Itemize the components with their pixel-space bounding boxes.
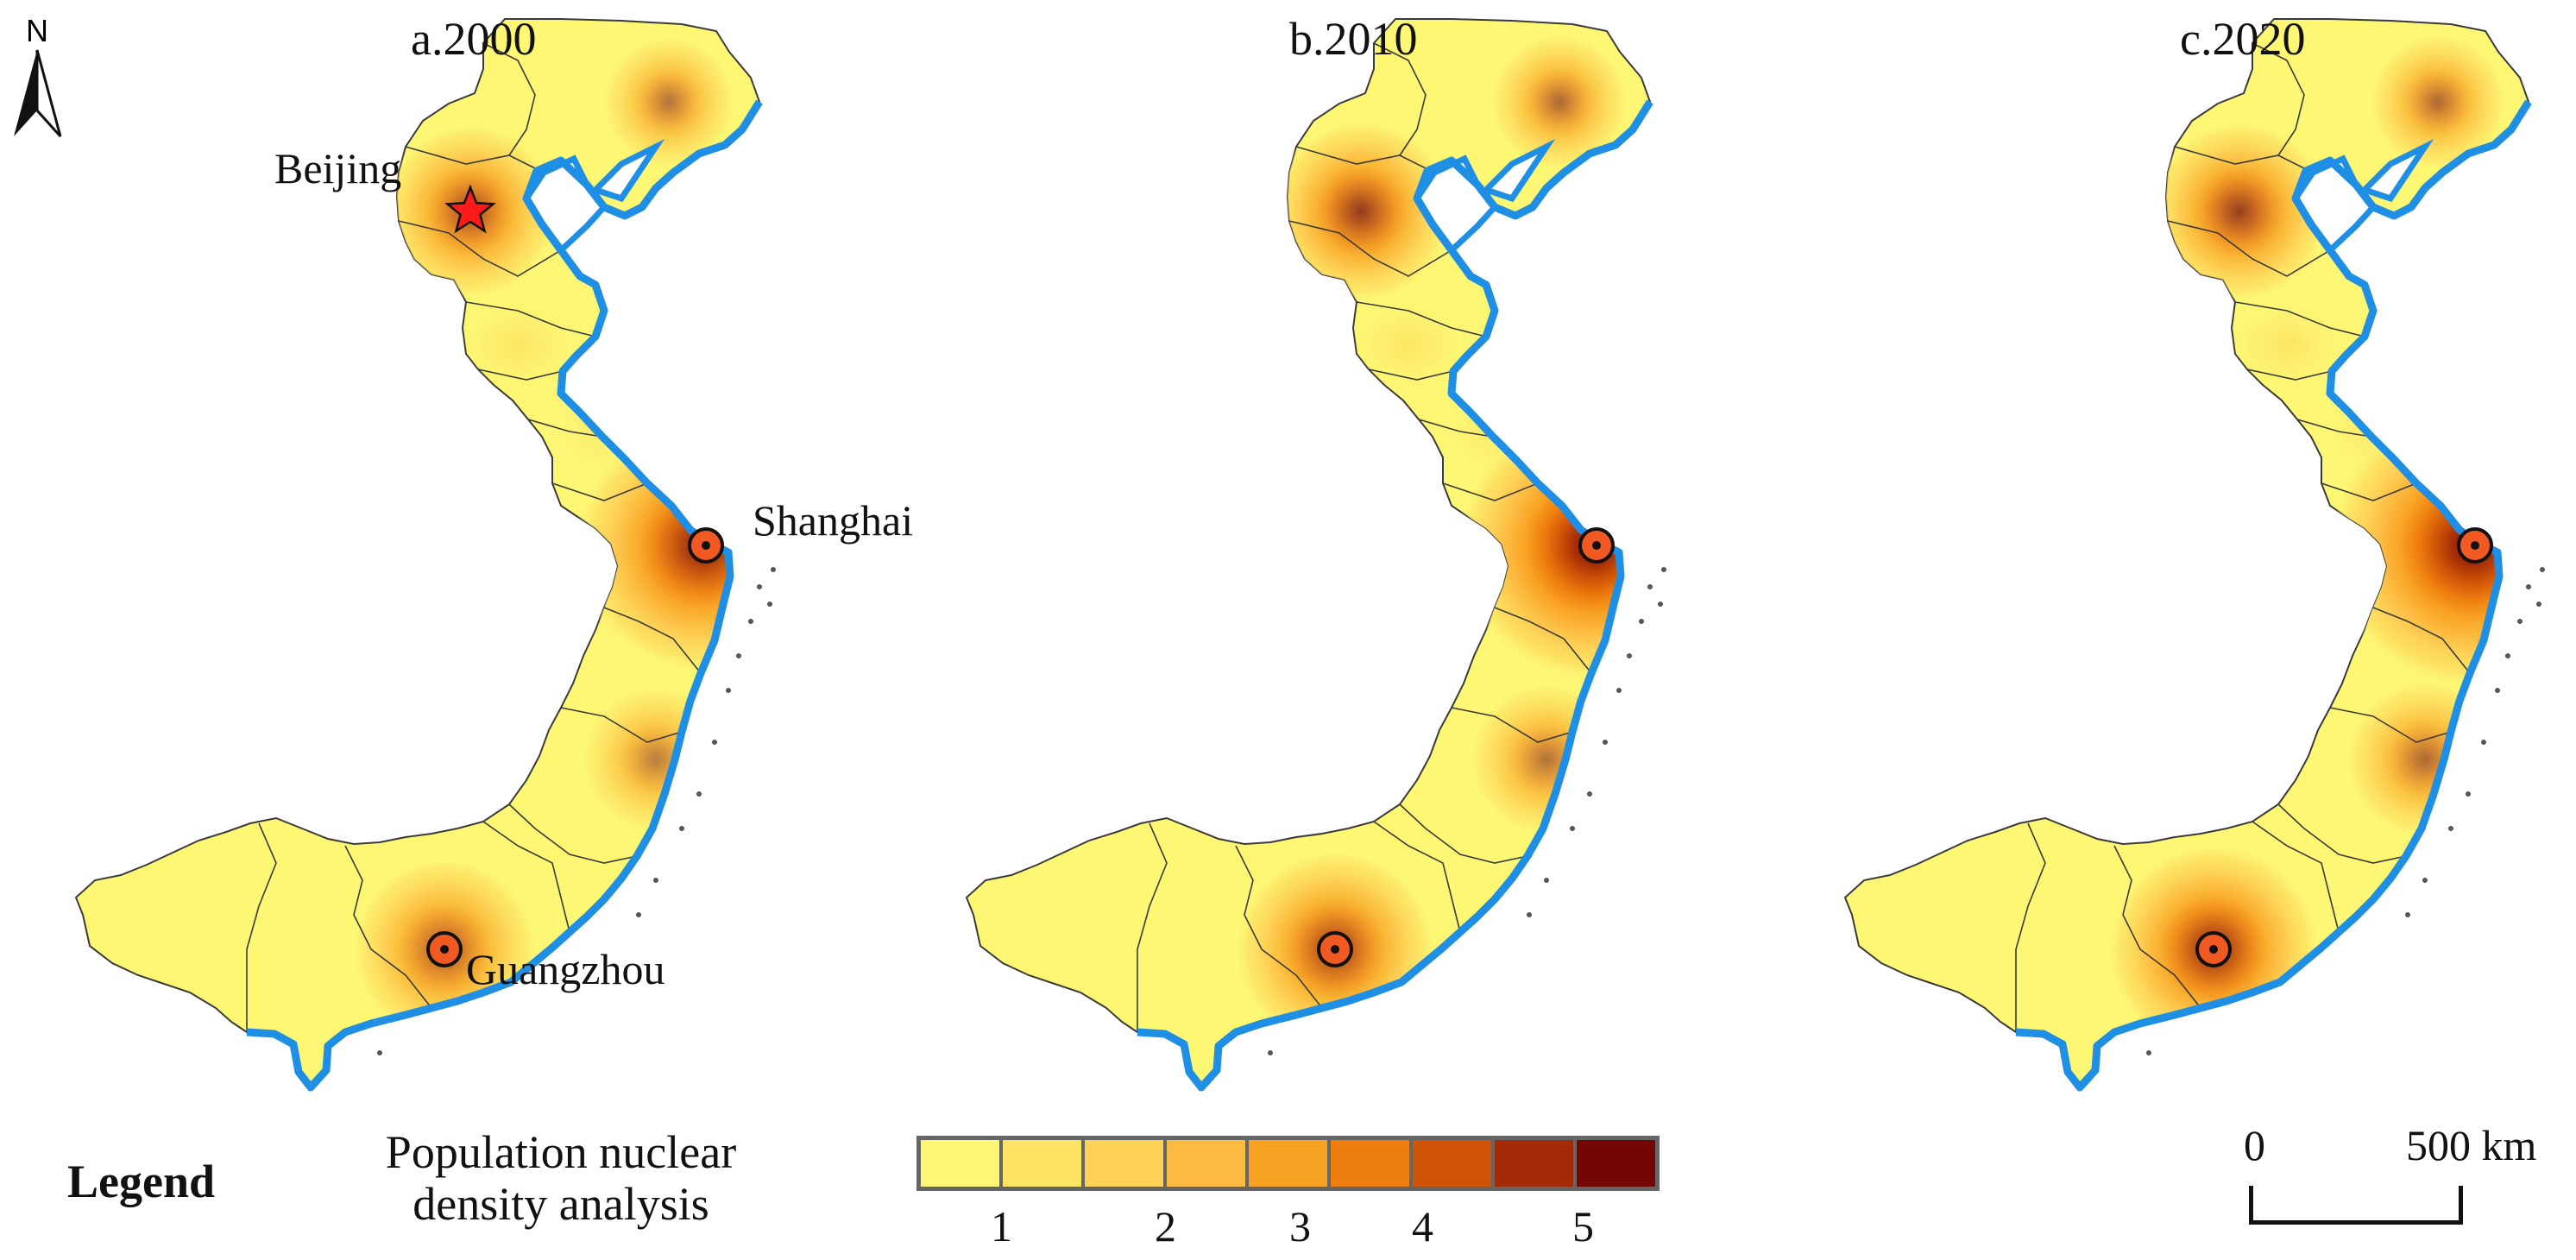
shanghai-marker-icon bbox=[688, 527, 724, 564]
scale-end-label: 500 km bbox=[2406, 1121, 2537, 1169]
legend-tick-3: 3 bbox=[1289, 1202, 1311, 1251]
map-panel-2020: c.2020 bbox=[1769, 0, 2576, 1122]
legend-title: Legend bbox=[67, 1156, 216, 1207]
legend-class-5 bbox=[1249, 1140, 1327, 1187]
scale-bar: 0 500 km bbox=[2244, 1120, 2554, 1241]
map-panel-2010: b.2010 bbox=[891, 0, 1754, 1122]
coastline bbox=[1137, 99, 1653, 1092]
panel-title: c.2020 bbox=[2180, 13, 2306, 65]
density-hotspot-beijing bbox=[2148, 120, 2331, 303]
legend-description: Population nuclear density analysis bbox=[385, 1126, 737, 1230]
density-hotspot-north bbox=[602, 35, 735, 168]
north-label: N bbox=[26, 13, 48, 48]
legend-class-6 bbox=[1331, 1140, 1409, 1187]
legend-class-8 bbox=[1495, 1140, 1573, 1187]
city-label-shanghai: Shanghai bbox=[753, 496, 914, 545]
panel-title: b.2010 bbox=[1289, 13, 1418, 65]
city-label-guangzhou: Guangzhou bbox=[466, 945, 665, 993]
guangzhou-marker-icon bbox=[2195, 931, 2232, 967]
legend-tick-4: 4 bbox=[1412, 1202, 1433, 1251]
shanghai-marker-icon bbox=[1578, 527, 1615, 564]
scale-start-label: 0 bbox=[2244, 1121, 2265, 1169]
city-label-beijing: Beijing bbox=[274, 144, 402, 192]
density-map-svg bbox=[1843, 18, 2545, 1092]
map-panel-2000: a.2000 bbox=[0, 0, 863, 1122]
north-arrow-icon: N bbox=[14, 13, 62, 138]
density-hotspot-north bbox=[2369, 33, 2507, 171]
guangzhou-marker-icon bbox=[1317, 931, 1353, 967]
density-hotspot-beijing bbox=[1269, 119, 1453, 304]
shanghai-marker-icon bbox=[2457, 527, 2493, 564]
legend-tick-5: 5 bbox=[1572, 1202, 1594, 1251]
legend-class-3 bbox=[1085, 1140, 1163, 1187]
guangzhou-marker-icon bbox=[426, 931, 463, 967]
legend-tick-1: 1 bbox=[991, 1202, 1012, 1251]
panel-title: a.2000 bbox=[411, 13, 537, 65]
beijing-capital-star-icon bbox=[444, 184, 496, 234]
scale-bar-line bbox=[2249, 1186, 2463, 1225]
coastline bbox=[246, 99, 763, 1092]
legend-class-2 bbox=[1003, 1140, 1081, 1187]
coastline bbox=[2015, 99, 2532, 1092]
legend-class-1 bbox=[921, 1140, 999, 1187]
legend-color-ramp bbox=[916, 1136, 1660, 1191]
legend-class-7 bbox=[1413, 1140, 1491, 1187]
density-hotspot-north bbox=[1490, 33, 1628, 171]
density-map-svg bbox=[74, 18, 776, 1092]
legend-tick-2: 2 bbox=[1155, 1202, 1176, 1251]
density-map-svg bbox=[965, 18, 1666, 1092]
legend-class-9 bbox=[1577, 1140, 1655, 1187]
legend-class-4 bbox=[1167, 1140, 1245, 1187]
